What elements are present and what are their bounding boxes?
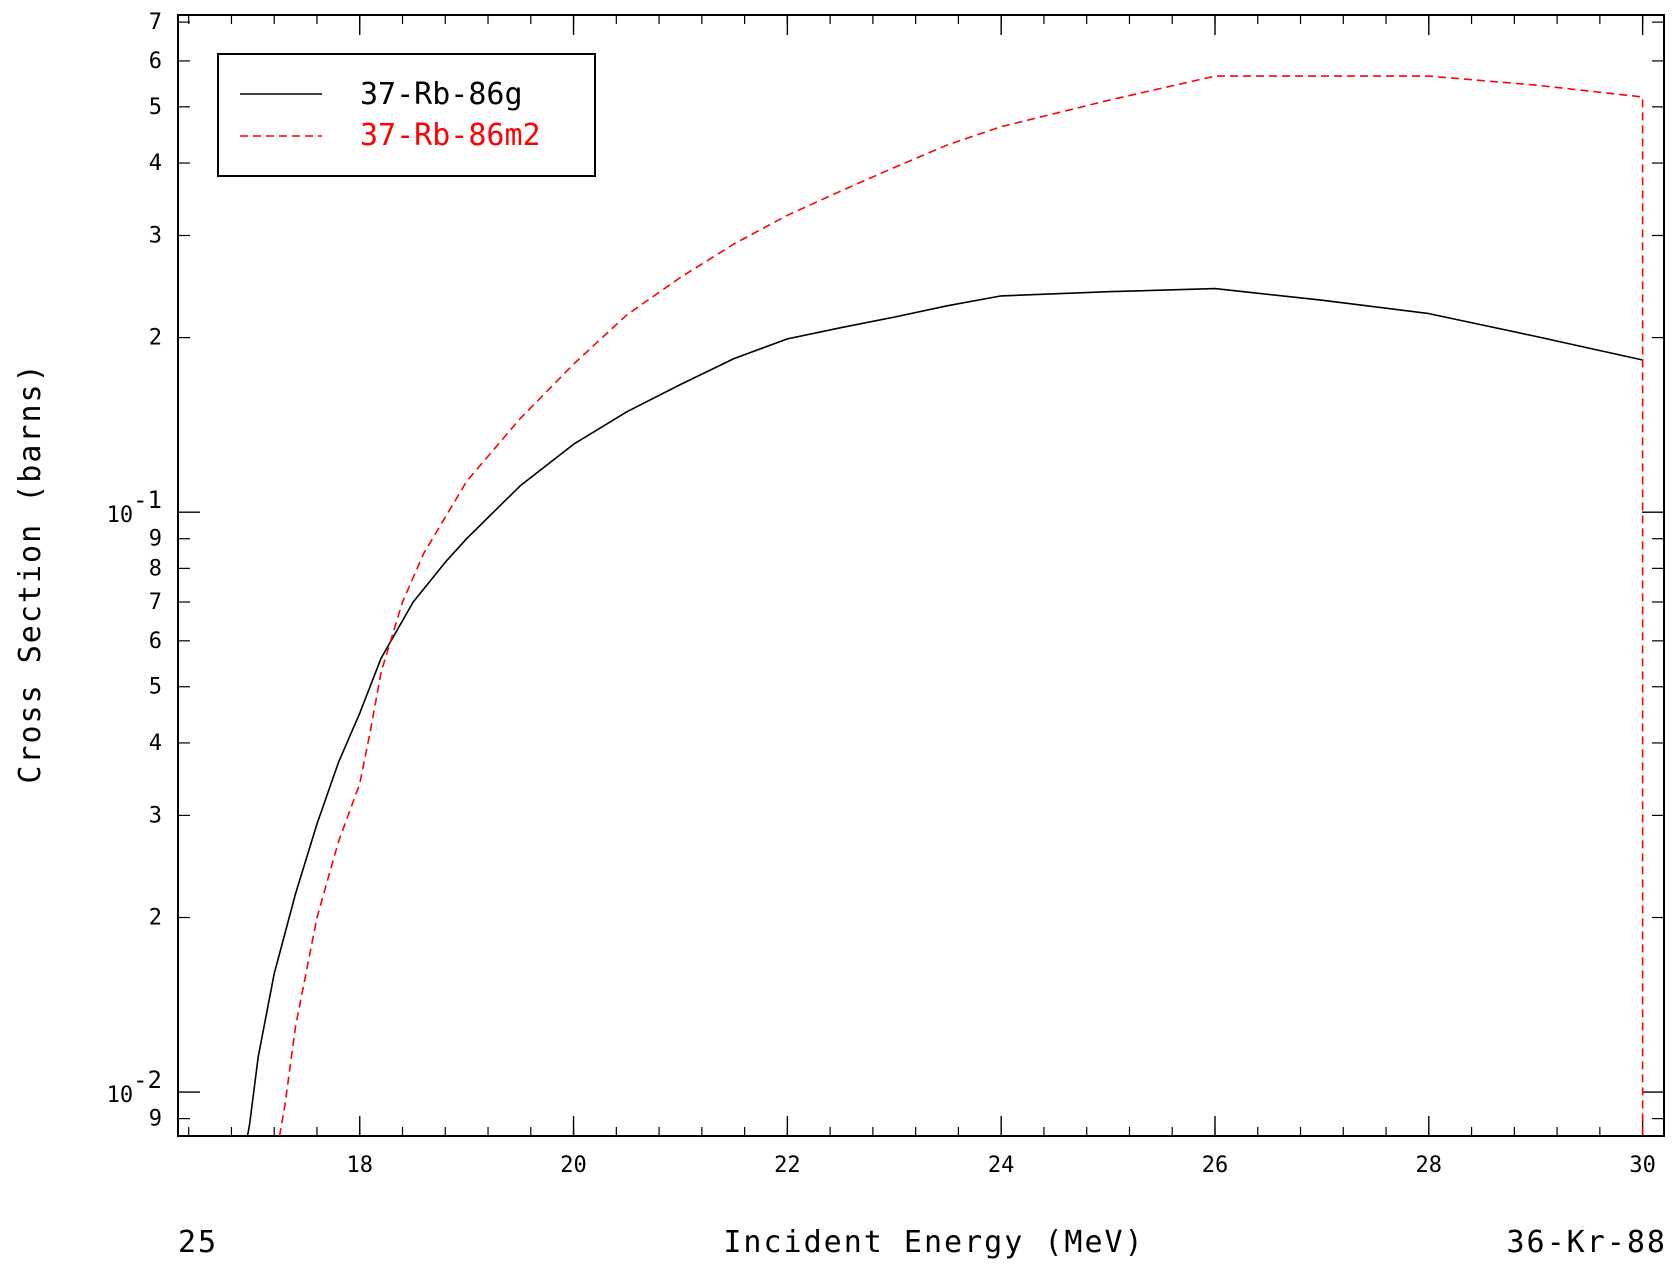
legend-label-series-1: 37-Rb-86g xyxy=(360,77,523,112)
labels-layer: 18 20 22 24 26 28 30 9 2 3 4 5 6 7 8 9 2 3 4 5 6 7 10-1 10-2 xyxy=(107,10,1656,1178)
series-line-1 xyxy=(246,287,1643,1137)
y-minor-label-6: 7 xyxy=(149,590,162,615)
y-minor-label-0: 9 xyxy=(149,1107,162,1132)
x-axis-title: Incident Energy (MeV) xyxy=(723,1225,1144,1260)
y-axis-title: Cross Section (barns) xyxy=(13,362,48,783)
y-minor-label-9: 2 xyxy=(149,326,162,351)
y-decade-label-1: 10-2 xyxy=(107,1066,162,1108)
x-tick-label-5: 28 xyxy=(1416,1153,1443,1178)
footer-left-label: 25 xyxy=(178,1225,218,1260)
legend: 37-Rb-86g 37-Rb-86m2 xyxy=(217,53,596,177)
x-tick-label-2: 22 xyxy=(774,1153,801,1178)
y-minor-label-14: 7 xyxy=(149,10,162,35)
series-line-2 xyxy=(278,75,1644,1137)
x-tick-label-6: 30 xyxy=(1629,1153,1656,1178)
y-minor-label-2: 3 xyxy=(149,803,162,828)
x-tick-label-4: 26 xyxy=(1202,1153,1229,1178)
y-minor-label-1: 2 xyxy=(149,906,162,931)
y-minor-label-4: 5 xyxy=(149,675,162,700)
x-tick-label-3: 24 xyxy=(988,1153,1015,1178)
y-minor-label-3: 4 xyxy=(149,731,162,756)
y-minor-label-8: 9 xyxy=(149,527,162,552)
y-decade-label-0: 10-1 xyxy=(107,486,162,528)
footer-right-label: 36-Kr-88 xyxy=(1507,1225,1668,1260)
ticks-layer xyxy=(178,15,1664,1136)
y-decade-exponent-1: -2 xyxy=(133,1066,162,1094)
y-minor-label-11: 4 xyxy=(149,151,162,176)
series-layer xyxy=(246,75,1644,1137)
y-decade-exponent-0: -1 xyxy=(133,486,162,514)
y-minor-label-5: 6 xyxy=(149,629,162,654)
legend-box xyxy=(217,53,596,177)
x-tick-label-0: 18 xyxy=(346,1153,373,1178)
y-minor-label-10: 3 xyxy=(149,223,162,248)
y-minor-label-13: 6 xyxy=(149,49,162,74)
x-tick-label-1: 20 xyxy=(560,1153,587,1178)
y-minor-label-12: 5 xyxy=(149,95,162,120)
legend-label-series-2: 37-Rb-86m2 xyxy=(360,118,541,153)
plot-frame xyxy=(177,14,1665,1137)
y-minor-label-7: 8 xyxy=(149,556,162,581)
